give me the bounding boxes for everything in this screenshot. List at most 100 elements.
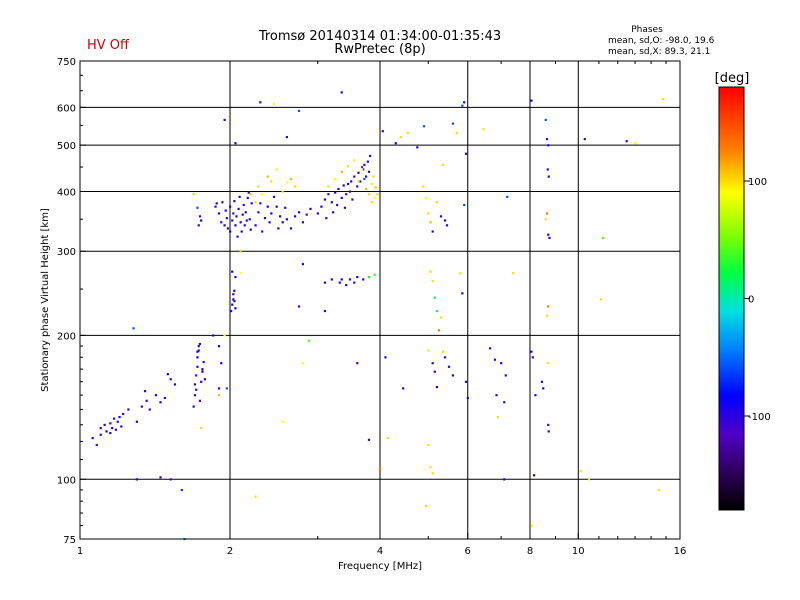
data-point xyxy=(257,185,260,188)
data-point xyxy=(379,468,382,471)
data-point xyxy=(439,316,443,319)
data-point xyxy=(366,160,369,163)
data-point xyxy=(547,144,550,147)
data-point xyxy=(217,387,221,390)
x-tick-label: 1 xyxy=(77,546,83,557)
data-point xyxy=(394,142,397,145)
data-point xyxy=(362,278,365,281)
data-point xyxy=(230,309,233,313)
data-point xyxy=(431,362,434,365)
data-point xyxy=(323,281,327,284)
data-point xyxy=(362,168,365,171)
data-point xyxy=(365,187,368,191)
data-point xyxy=(217,345,221,348)
data-point xyxy=(196,350,199,353)
data-point xyxy=(464,380,468,383)
data-point xyxy=(103,423,106,427)
data-point xyxy=(281,420,284,423)
data-point xyxy=(367,170,371,173)
data-point xyxy=(301,362,305,365)
data-point xyxy=(431,472,434,475)
x-axis-label: Frequency [MHz] xyxy=(338,561,422,572)
data-point xyxy=(284,206,287,209)
data-point xyxy=(381,130,384,133)
data-point xyxy=(435,201,438,204)
data-point xyxy=(482,128,485,131)
data-point xyxy=(340,170,343,173)
data-point xyxy=(135,478,138,481)
data-point xyxy=(272,102,276,106)
points-layer xyxy=(91,91,665,541)
data-point xyxy=(232,293,235,296)
data-point xyxy=(231,303,234,306)
data-point xyxy=(503,401,506,404)
data-point xyxy=(243,224,246,227)
data-point xyxy=(512,272,515,275)
data-point xyxy=(257,211,260,214)
x-tick-label: 6 xyxy=(465,546,471,557)
data-point xyxy=(232,212,235,215)
data-point xyxy=(221,201,224,204)
data-point xyxy=(356,185,359,188)
x-tick-label: 2 xyxy=(227,546,233,557)
data-point xyxy=(495,394,498,397)
colorbar-tick-label: 0 xyxy=(748,295,754,306)
data-point xyxy=(159,476,162,479)
data-point xyxy=(373,196,376,200)
data-point xyxy=(223,224,226,227)
data-point xyxy=(441,350,445,353)
data-point xyxy=(225,387,228,390)
data-point xyxy=(373,273,376,276)
data-point xyxy=(234,142,237,145)
data-point xyxy=(143,389,147,393)
data-point xyxy=(202,360,205,364)
data-point xyxy=(548,236,551,240)
data-point xyxy=(236,235,239,238)
data-point xyxy=(263,217,267,220)
colorbar-tick-label: 100 xyxy=(748,177,767,188)
data-point xyxy=(463,203,466,207)
data-point xyxy=(223,118,226,122)
data-point xyxy=(547,175,550,178)
data-point xyxy=(340,91,343,94)
data-point xyxy=(369,154,372,158)
data-point xyxy=(429,466,432,469)
data-point xyxy=(289,227,293,230)
data-point xyxy=(105,430,108,433)
data-point xyxy=(234,224,237,227)
data-point xyxy=(416,146,419,149)
data-point xyxy=(363,163,366,166)
data-point xyxy=(233,200,236,203)
colorbar xyxy=(718,86,745,511)
data-point xyxy=(547,305,550,308)
data-point xyxy=(370,201,373,204)
data-point xyxy=(154,394,158,397)
data-point xyxy=(196,206,199,209)
data-point xyxy=(374,186,377,189)
data-point xyxy=(451,374,455,377)
data-point xyxy=(634,142,637,145)
data-point xyxy=(496,415,500,419)
data-point xyxy=(293,215,297,218)
data-point xyxy=(427,212,430,215)
data-point xyxy=(657,488,660,492)
data-point xyxy=(297,305,301,308)
data-point xyxy=(579,470,582,473)
data-point xyxy=(241,213,244,216)
data-point xyxy=(200,380,203,383)
data-point xyxy=(254,201,257,204)
data-point xyxy=(342,184,345,187)
colorbar-ticks: 100 0 -100 xyxy=(744,177,771,423)
data-point xyxy=(340,278,343,281)
data-point xyxy=(118,415,121,419)
data-point xyxy=(503,478,506,481)
data-point xyxy=(259,101,262,104)
data-point xyxy=(323,198,327,201)
data-point xyxy=(427,443,430,447)
data-point xyxy=(233,300,236,303)
data-point xyxy=(429,221,432,224)
data-point xyxy=(242,203,245,207)
y-tick-label: 600 xyxy=(57,103,76,114)
data-point xyxy=(386,436,390,440)
